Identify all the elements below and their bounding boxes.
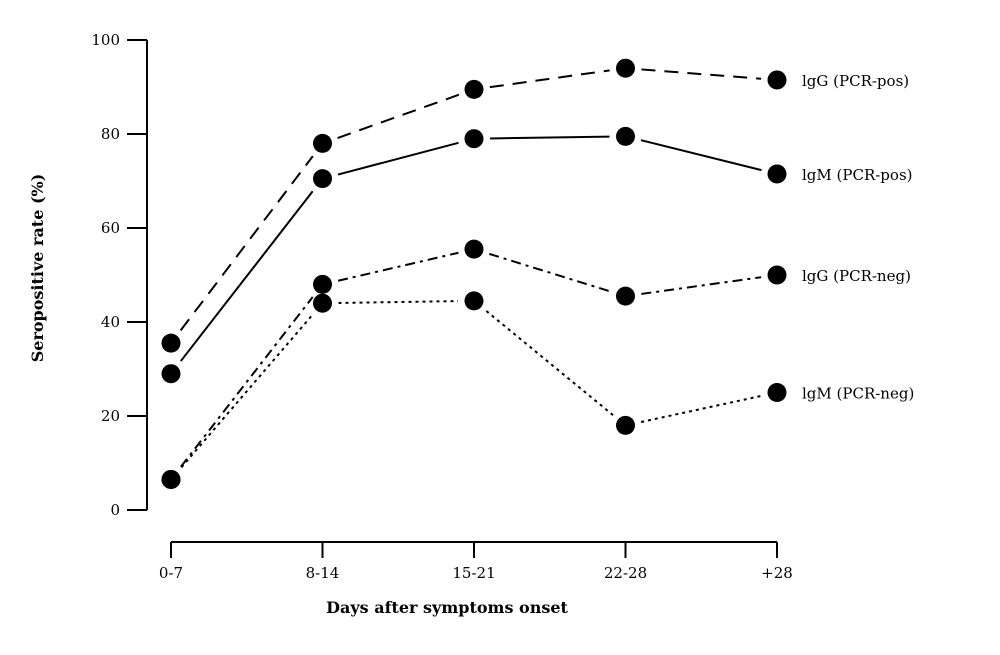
data-point <box>161 469 181 489</box>
series-label: lgG (PCR-pos) <box>802 72 909 90</box>
series-line-segment <box>489 135 610 140</box>
series-line-segment <box>180 296 314 468</box>
data-point <box>767 265 787 285</box>
series-line-segment <box>641 276 762 295</box>
data-point <box>616 286 635 306</box>
series-line-segment <box>489 69 610 89</box>
series-line-segment <box>180 190 314 362</box>
y-axis-title: Seropositive rate (%) <box>28 174 47 363</box>
y-ticks: 0 20 40 60 80 100 <box>91 31 147 519</box>
y-tick-label: 60 <box>101 219 120 237</box>
data-point <box>616 415 635 435</box>
series-2: lgG (PCR-neg) <box>161 239 911 489</box>
series-line-segment <box>337 251 459 282</box>
x-tick-label: 15-21 <box>452 564 495 582</box>
series-line-segment <box>640 394 762 423</box>
data-point <box>767 70 787 90</box>
y-tick-label: 40 <box>101 313 120 331</box>
series-line-segment <box>338 300 459 304</box>
data-point <box>313 169 332 189</box>
series-3: lgM (PCR-neg) <box>161 291 914 489</box>
x-tick-label: 22-28 <box>604 564 647 582</box>
data-point <box>464 129 484 149</box>
x-tick-label: 8-14 <box>306 564 340 582</box>
series-label: lgG (PCR-neg) <box>802 267 911 285</box>
series-group: lgG (PCR-pos) lgM (PCR-pos) lgG (PCR-neg) l… <box>161 58 914 489</box>
series-line-segment <box>485 310 614 417</box>
data-point <box>616 126 635 146</box>
x-tick-label: 0-7 <box>159 564 183 582</box>
series-line-segment <box>337 141 459 176</box>
data-point <box>616 58 635 78</box>
data-point <box>161 364 181 384</box>
data-point <box>464 239 484 259</box>
data-point <box>313 293 332 313</box>
series-line-segment <box>488 252 611 293</box>
data-point <box>767 383 787 402</box>
x-ticks: 0-7 8-14 15-21 22-28 +28 <box>159 542 793 582</box>
x-axis-title: Days after symptoms onset <box>326 598 568 617</box>
series-line-segment <box>641 68 762 80</box>
y-tick-label: 100 <box>91 31 120 49</box>
data-point <box>767 164 787 184</box>
data-point <box>161 333 181 353</box>
series-label: lgM (PCR-neg) <box>802 385 914 403</box>
y-tick-label: 0 <box>110 501 120 519</box>
data-point <box>464 79 484 99</box>
series-1: lgM (PCR-pos) <box>161 126 913 384</box>
y-tick-label: 80 <box>101 125 120 143</box>
series-0: lgG (PCR-pos) <box>161 58 909 353</box>
series-line-segment <box>179 155 314 332</box>
data-point <box>313 133 332 153</box>
series-line-segment <box>337 93 460 139</box>
series-line-segment <box>180 314 313 468</box>
series-line-segment <box>640 139 762 172</box>
data-point <box>313 274 332 294</box>
data-point <box>464 291 484 311</box>
x-tick-label: +28 <box>761 564 793 582</box>
series-label: lgM (PCR-pos) <box>802 166 913 184</box>
y-tick-label: 20 <box>101 407 120 425</box>
